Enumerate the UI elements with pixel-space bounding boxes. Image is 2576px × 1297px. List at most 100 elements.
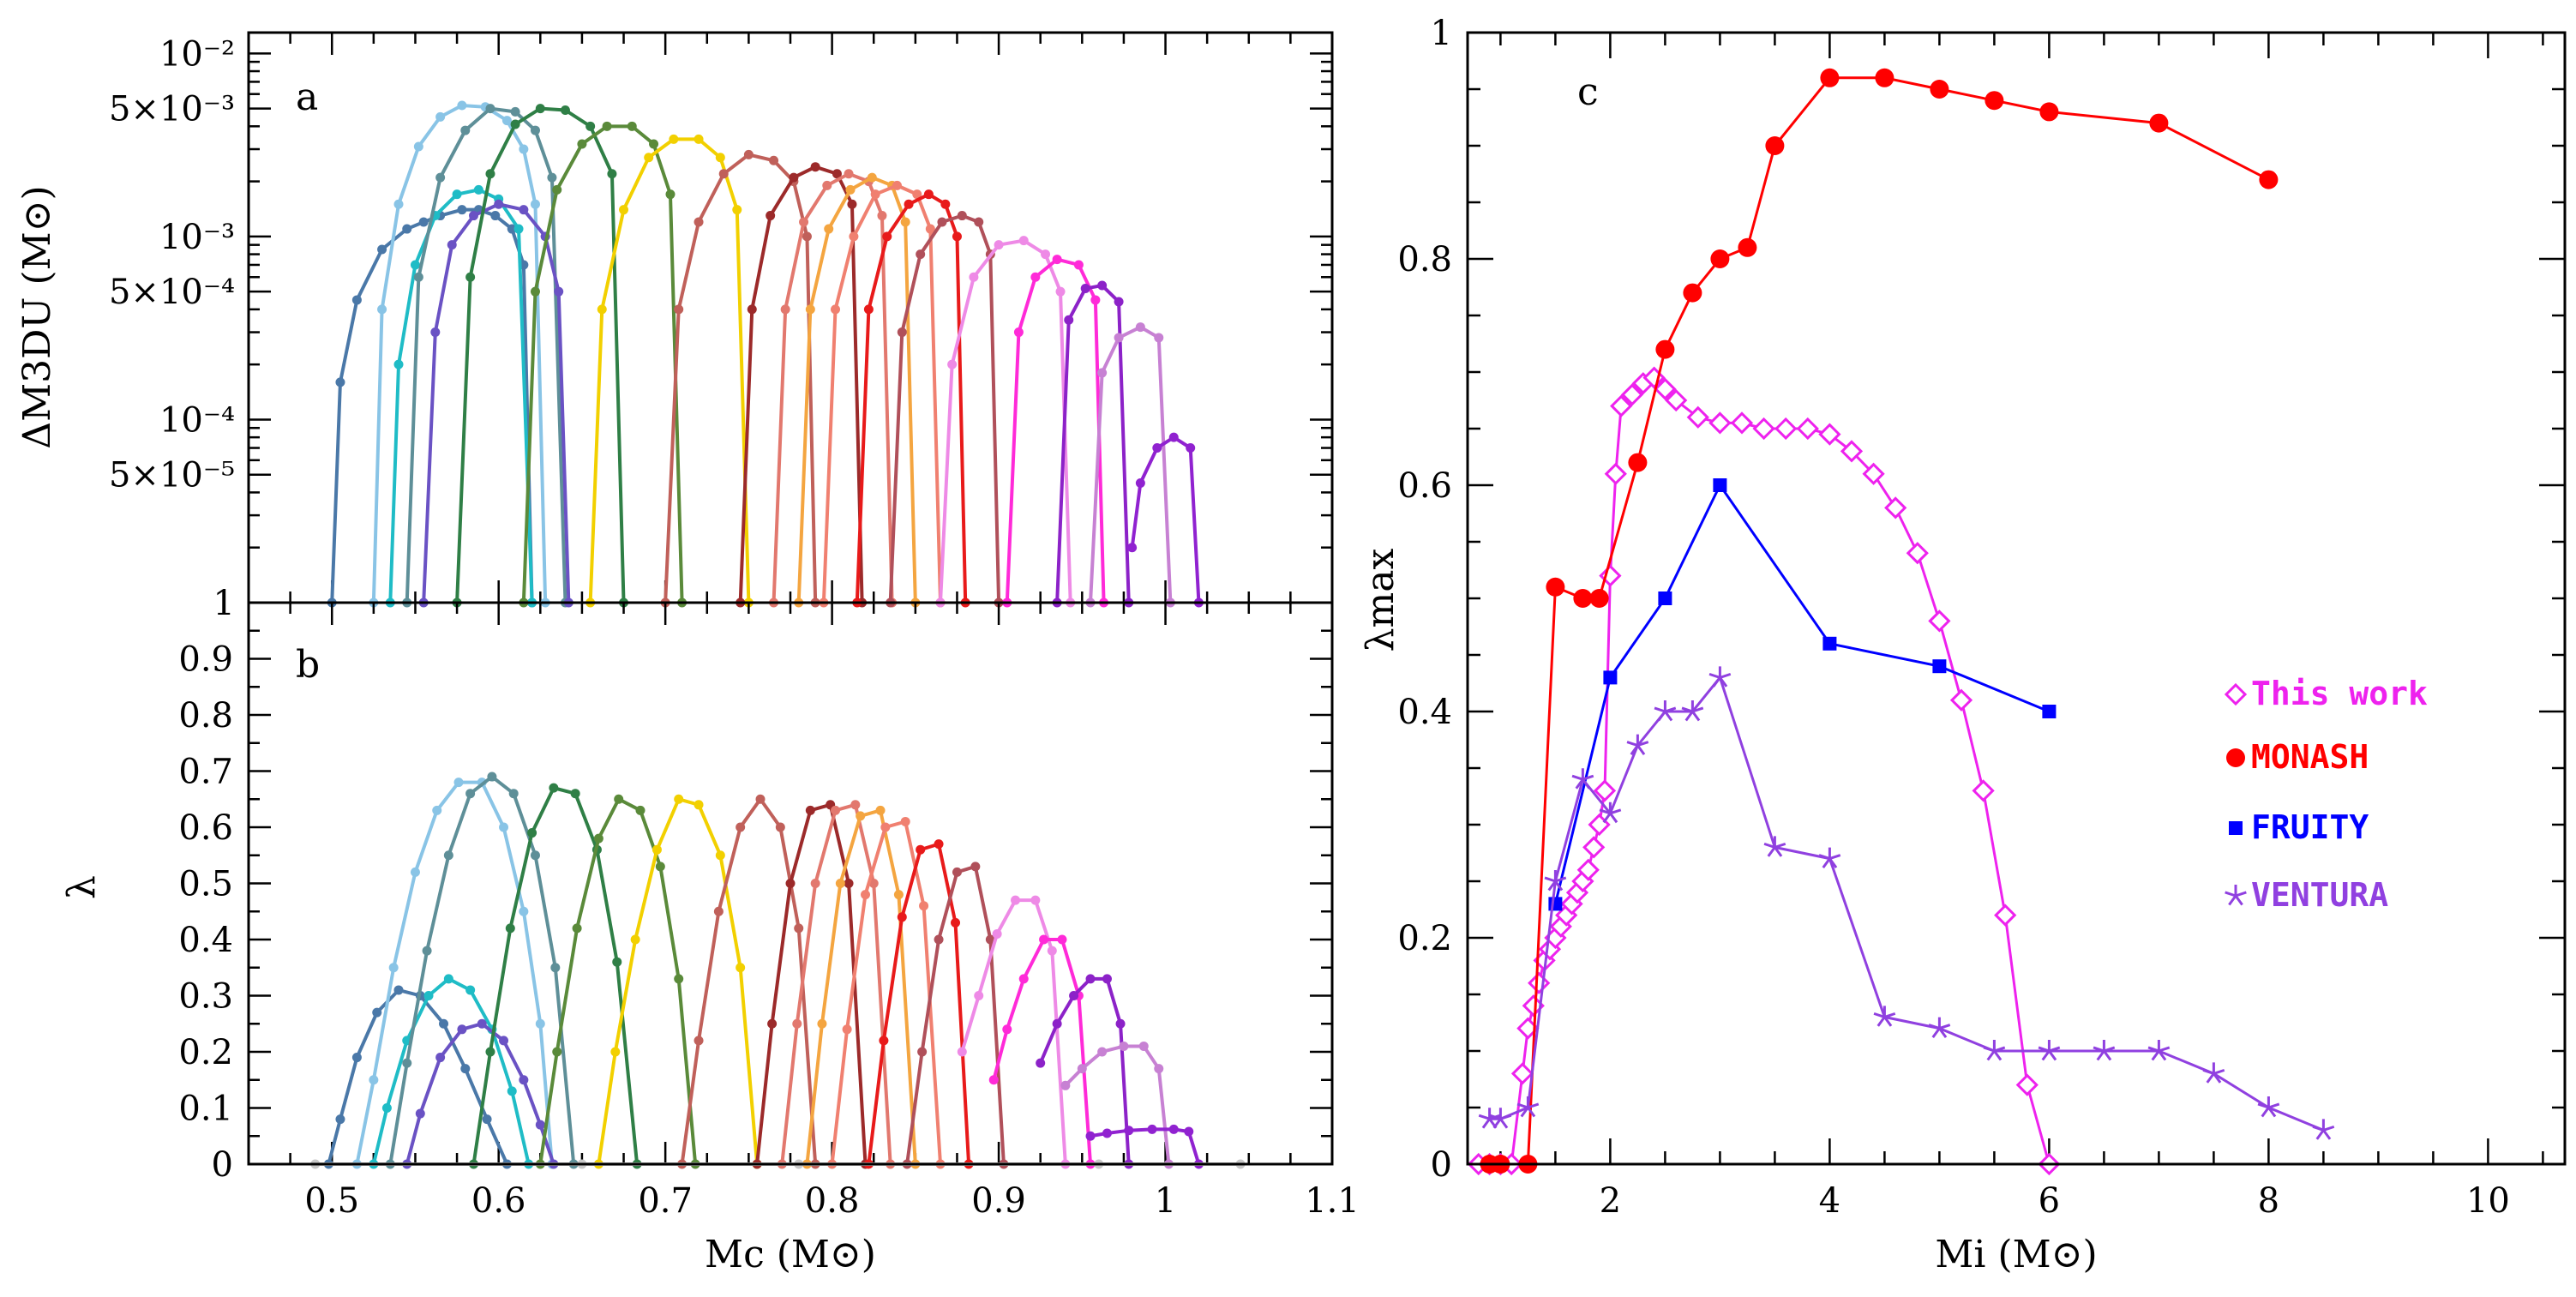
- panel-a-series-13-point-3: [904, 199, 914, 209]
- panel-a-series-3-line: [405, 106, 567, 603]
- panel-c-y-tick-label-4: 0.8: [1397, 240, 1452, 279]
- panel-b-series-1-point-5: [453, 778, 464, 788]
- panel-b-series-19-point-4: [1168, 1124, 1179, 1134]
- panel-b-series-4-line: [405, 1022, 555, 1165]
- panel-b-series-1-point-3: [410, 867, 420, 877]
- panel-c-series-this-work-point-30: [1730, 411, 1754, 435]
- panel-c-series-this-work-point-36: [1862, 462, 1885, 485]
- panel-c-series-this-work-point-17: [1582, 836, 1606, 859]
- panel-b-series-6-point-6: [655, 862, 665, 872]
- panel-c-series-monash-point-15: [1985, 91, 2004, 111]
- panel-a-series-7-point-6: [715, 153, 725, 163]
- panel-a-series-2-point-5: [473, 184, 483, 195]
- panel-a-series-0-point-2: [351, 295, 362, 305]
- panel-b-series-0-point-1: [335, 1114, 345, 1125]
- panel-c-series-monash-point-13: [1875, 68, 1894, 87]
- panel-a-series-13-point-2: [882, 231, 892, 242]
- panel-a-series-1-point-9: [530, 199, 540, 209]
- panel-b-series-0-point-6: [439, 1018, 449, 1029]
- panel-b-series-2-point-3: [423, 991, 434, 1000]
- panel-a-series-7-point-7: [732, 205, 742, 215]
- panel-b-series-11-point-3: [856, 811, 866, 821]
- panel-a-series-14-point-4: [957, 211, 967, 221]
- panel-c-series-monash-point-8: [1683, 283, 1702, 303]
- panel-a-series-15-point-2: [969, 272, 979, 282]
- panel-c-series-this-work-point-4: [1510, 1062, 1534, 1085]
- panel-b-series-1-point-8: [519, 906, 529, 916]
- panel-b-series-13-point-4: [934, 839, 944, 850]
- panel-b-series-9-point-3: [805, 805, 815, 815]
- panel-a-series-18-point-4: [1154, 333, 1164, 343]
- panel-c-series-this-work-point-26: [1654, 377, 1677, 400]
- panel-a-series-8-point-3: [718, 169, 729, 179]
- panel-c-frame: [1466, 31, 2567, 1166]
- panel-b-y-tick-label-3: 0.3: [178, 977, 233, 1017]
- panel-b-y-tick-label-9: 0.9: [178, 640, 233, 680]
- panel-a-series-14-line: [888, 213, 1001, 603]
- panel-a-series-9-point-1: [747, 304, 757, 315]
- panel-c-series-this-work-point-37: [1884, 496, 1907, 519]
- panel-b-x-tick-labels: 0.5 0.6 0.7 0.8 0.9 1 1.1: [304, 1181, 1359, 1221]
- panel-b-series-3-point-1: [402, 1058, 412, 1068]
- panel-b-series-2-point-4: [443, 974, 453, 984]
- panel-b-series-18-line: [1064, 1044, 1171, 1165]
- panel-a-series-8-point-1: [674, 304, 684, 315]
- panel-b-series-16-point-1: [1002, 1024, 1012, 1035]
- panel-a-series-14-point-1: [897, 327, 907, 338]
- panel-a-series-16-point-2: [1030, 272, 1041, 282]
- panel-b-y-tick-label-5: 0.5: [178, 865, 233, 904]
- panel-a-series-16-line: [1005, 257, 1106, 603]
- panel-b-series-14-point-5: [985, 934, 995, 945]
- panel-b-y-tick-label-2: 0.2: [178, 1033, 233, 1072]
- panel-a-series-19-point-2: [1152, 443, 1162, 453]
- panel-a-series-15-point-3: [994, 240, 1004, 250]
- panel-c-series-monash-point-12: [1820, 68, 1840, 87]
- panel-c-series-ventura-point-9: [1708, 666, 1732, 688]
- panel-c-series-ventura-point-7: [1654, 700, 1677, 722]
- panel-a-series-15-line: [939, 238, 1072, 603]
- panel-b-series-13-point-2: [897, 912, 907, 922]
- panel-b-series-8-point-3: [736, 822, 746, 832]
- panel-b-series-9-point-2: [785, 879, 796, 888]
- panel-c-ylabel: λmax: [1359, 548, 1402, 652]
- panel-a-series-4-point-7: [554, 286, 564, 297]
- panel-a-series-13-line: [855, 192, 968, 603]
- panel-a-series-9-point-4: [810, 162, 820, 172]
- panel-a: a 10⁻² 5×10⁻³ 10⁻³ 5×10⁻⁴ 10⁻⁴ 5×10⁻⁵ 1 ΔM3DU …: [15, 31, 1334, 623]
- panel-b-series-9-point-1: [767, 1018, 778, 1029]
- panel-b-series-12-point-1: [842, 1024, 852, 1035]
- panel-a-series-0-point-10: [507, 224, 517, 234]
- panel-b-series-7-point-5: [694, 800, 704, 810]
- panel-c-series-this-work-point-27: [1665, 388, 1688, 412]
- panel-a-series-18-point-1: [1097, 368, 1108, 378]
- panel-c-series-fruity-point-6: [2042, 705, 2057, 718]
- panel-b-series-0-point-3: [372, 1007, 382, 1018]
- panel-c-x-tick-label-4: 10: [2466, 1181, 2510, 1221]
- panel-c-series-fruity-point-1: [1603, 670, 1618, 685]
- panel-b-series-17-point-1: [1052, 1018, 1062, 1029]
- panel-a-series-6-point-3: [577, 139, 587, 149]
- panel-a-series-0-point-7: [457, 205, 467, 215]
- panel-c-series-fruity-point-0: [1548, 897, 1563, 911]
- panel-a-series-12-point-5: [912, 189, 922, 200]
- panel-b-series-19-point-5: [1184, 1126, 1194, 1137]
- panel-b-y-tick-label-0: 0: [212, 1145, 233, 1185]
- panel-a-ylabel: ΔM3DU (M⊙): [15, 185, 59, 448]
- panel-c-series-monash-point-10: [1738, 237, 1757, 257]
- panel-a-series-17-point-1: [1064, 315, 1074, 325]
- panel-a-series-5-point-5: [560, 105, 570, 115]
- panel-b-series-8-point-4: [755, 794, 766, 804]
- panel-b-series-5-point-1: [485, 1047, 495, 1057]
- panel-a-series-12-point-1: [831, 304, 841, 315]
- panel-a-series-1-point-1: [377, 304, 387, 315]
- panel-b-series-17-point-4: [1102, 974, 1112, 984]
- panel-c-series-this-work-point-32: [1774, 417, 1798, 441]
- panel-b-series-13-line: [867, 842, 971, 1165]
- panel-a-series-1-point-4: [435, 111, 446, 122]
- panel-a-series-7-point-2: [619, 205, 629, 215]
- panel-b-series-15-point-0: [957, 1047, 967, 1057]
- panel-a-series-0-point-3: [377, 244, 387, 255]
- panel-b-series-1-point-7: [499, 822, 509, 832]
- panel-b-series-12-point-2: [861, 890, 871, 900]
- panel-b-series-5-point-3: [527, 828, 537, 838]
